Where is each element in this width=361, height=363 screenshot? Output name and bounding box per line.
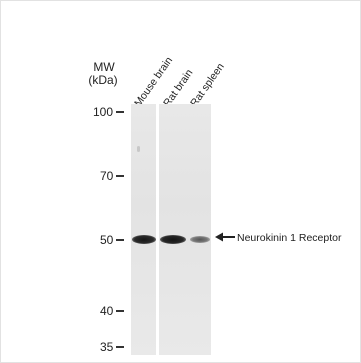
target-annotation: Neurokinin 1 Receptor: [215, 232, 341, 244]
arrow-left-icon: [215, 232, 235, 242]
target-label: Neurokinin 1 Receptor: [237, 232, 342, 244]
blot-panel-right: [159, 104, 211, 355]
marker-50: 50: [100, 233, 125, 247]
marker-tick: [116, 238, 125, 241]
marker-label: 40: [100, 304, 114, 318]
marker-label: 35: [100, 340, 114, 354]
marker-tick: [116, 309, 125, 312]
marker-35: 35: [100, 340, 125, 354]
marker-label: 100: [93, 105, 114, 119]
band-mouse-brain: [132, 235, 156, 244]
marker-label: 50: [100, 233, 114, 247]
mw-header: MW: [93, 60, 115, 74]
marker-label: 70: [100, 169, 114, 183]
band-rat-brain: [160, 235, 186, 244]
marker-tick: [116, 345, 125, 348]
marker-100: 100: [93, 105, 125, 119]
blot-panel-left: [131, 104, 156, 355]
band-rat-spleen: [190, 236, 210, 243]
marker-40: 40: [100, 304, 125, 318]
marker-tick: [116, 110, 125, 113]
mw-unit-header: (kDa): [88, 73, 118, 87]
marker-tick: [116, 174, 125, 177]
membrane-artifact: [137, 146, 140, 152]
marker-70: 70: [100, 169, 125, 183]
lane-label-rat-spleen: Rat spleen: [188, 60, 227, 109]
